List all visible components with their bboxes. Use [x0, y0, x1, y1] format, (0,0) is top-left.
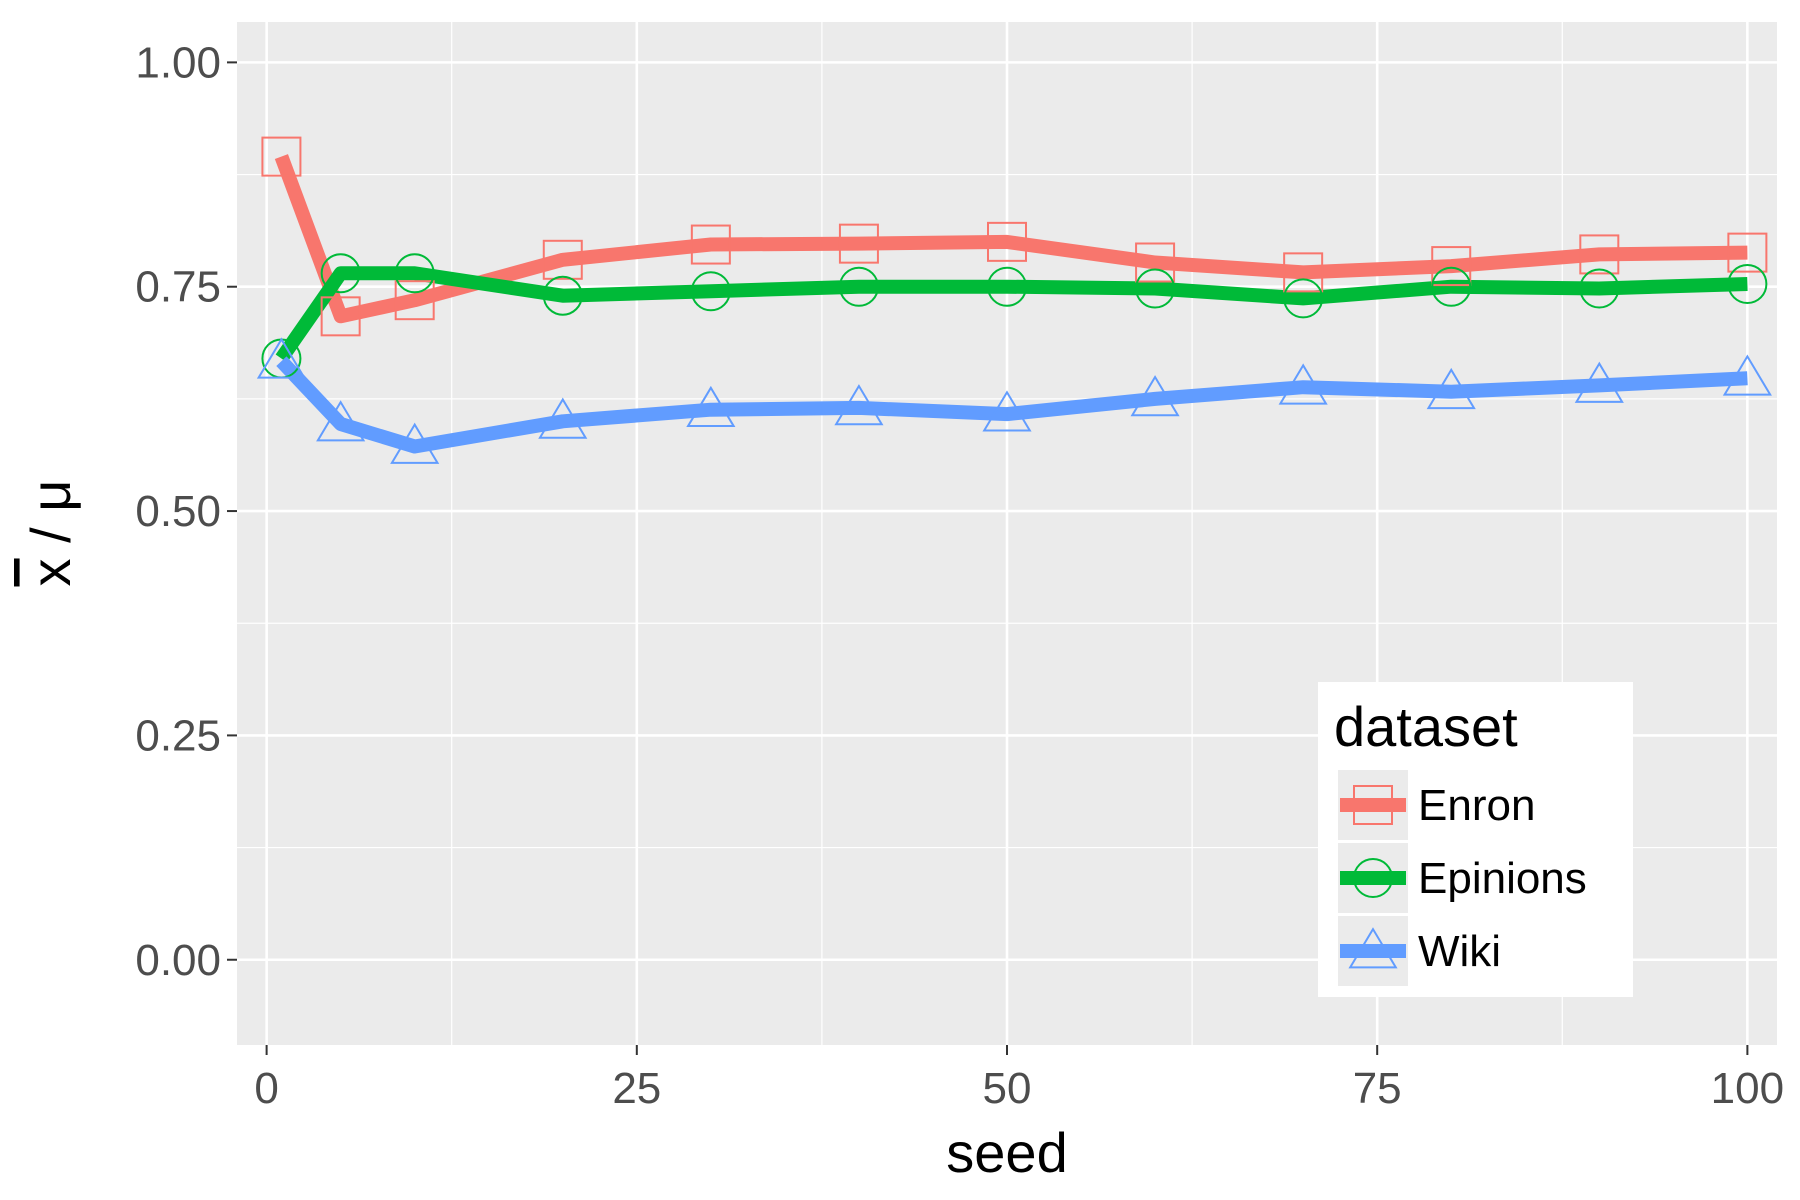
data-point-wiki — [1722, 354, 1772, 396]
x-tick-label: 0 — [254, 1064, 278, 1113]
data-point-epinions — [320, 253, 361, 294]
y-axis: 0.00 0.25 0.50 0.75 1.00 — [135, 38, 237, 985]
series-line-wiki — [276, 356, 1748, 454]
legend-key-marker-enron — [1353, 785, 1393, 825]
legend-key-marker-epinions — [1353, 858, 1393, 898]
data-point-enron — [987, 221, 1027, 262]
data-point-wiki — [390, 422, 440, 464]
data-point-enron — [1727, 232, 1768, 273]
data-point-epinions — [838, 266, 879, 307]
data-point-epinions — [1431, 266, 1472, 307]
x-tick-label: 75 — [1353, 1064, 1402, 1113]
data-point-epinions — [690, 271, 731, 312]
data-point-wiki — [834, 384, 884, 426]
data-point-wiki — [982, 390, 1032, 432]
data-point-enron — [320, 296, 361, 337]
data-point-wiki — [686, 385, 736, 428]
y-tick-label: 0.50 — [135, 487, 221, 536]
x-axis: 0 25 50 75 100 — [254, 1045, 1784, 1113]
data-point-enron — [1135, 242, 1176, 283]
legend-title: dataset — [1334, 695, 1518, 758]
data-point-epinions — [1727, 264, 1768, 305]
legend-label-epinions: Epinions — [1418, 854, 1587, 903]
legend-key-marker-wiki — [1348, 927, 1398, 969]
data-point-enron — [1431, 246, 1472, 287]
y-axis-title-symbol: x — [19, 558, 82, 586]
x-tick-label: 100 — [1711, 1064, 1784, 1113]
data-point-epinions — [542, 275, 583, 316]
data-point-wiki — [316, 400, 366, 442]
series-line-enron — [274, 154, 1748, 324]
data-point-enron — [1283, 252, 1324, 293]
legend-label-enron: Enron — [1418, 781, 1535, 830]
y-tick-label: 0.25 — [135, 711, 221, 760]
data-point-enron — [1579, 234, 1620, 275]
legend: dataset Enron Epinions Wiki — [1318, 682, 1633, 997]
data-point-wiki — [1278, 363, 1328, 405]
data-point-epinions — [987, 266, 1027, 307]
data-point-epinions — [394, 253, 435, 294]
svg-text:x / μ: x / μ — [19, 480, 82, 587]
x-tick-label: 25 — [612, 1064, 661, 1113]
data-point-wiki — [538, 397, 588, 439]
data-point-enron — [690, 224, 731, 265]
data-point-enron — [261, 136, 302, 177]
y-tick-label: 0.00 — [135, 936, 221, 985]
x-tick-label: 50 — [983, 1064, 1032, 1113]
y-axis-title-rest: / μ — [19, 480, 82, 559]
y-tick-label: 1.00 — [135, 38, 221, 87]
data-point-epinions — [1579, 268, 1620, 309]
data-point-enron — [838, 223, 879, 264]
series-lines — [274, 154, 1748, 454]
data-point-wiki — [1426, 367, 1476, 410]
y-axis-title: x / μ — [19, 480, 82, 587]
x-axis-title: seed — [946, 1121, 1067, 1184]
series-line-epinions — [275, 266, 1748, 363]
data-point-wiki — [256, 337, 306, 379]
series-markers — [256, 136, 1772, 464]
data-point-epinions — [1283, 278, 1324, 319]
data-point-enron — [394, 280, 435, 321]
y-tick-label: 0.75 — [135, 263, 221, 312]
data-point-wiki — [1130, 375, 1180, 417]
data-point-wiki — [1574, 361, 1624, 403]
data-point-epinions — [1135, 268, 1176, 309]
data-point-enron — [542, 239, 583, 280]
legend-label-wiki: Wiki — [1418, 927, 1501, 976]
grid-major — [237, 22, 1777, 1045]
